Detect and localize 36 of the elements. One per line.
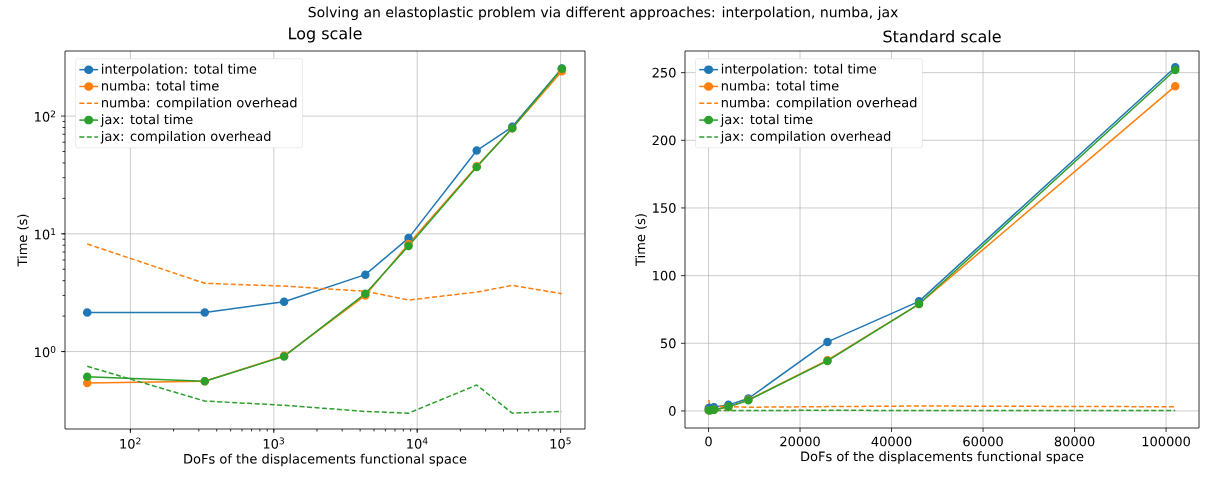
legend-label: numba: total time bbox=[101, 80, 219, 91]
chart-title: Log scale bbox=[289, 27, 362, 43]
y-tick-label: 10$^{0}$ bbox=[35, 345, 56, 358]
x-tick-label: 40000 bbox=[871, 436, 912, 447]
legend-label: numba: compilation overhead bbox=[721, 97, 917, 110]
x-tick-label: 10$^{4}$ bbox=[407, 437, 428, 449]
x-axis-title: DoFs of the displacements functional space bbox=[184, 453, 467, 467]
y-tick-label: 10$^{1}$ bbox=[35, 228, 56, 240]
x-tick-label: 10$^{2}$ bbox=[120, 437, 141, 449]
y-tick-label: 250 bbox=[652, 67, 676, 78]
legend-label: jax: compilation overhead bbox=[100, 131, 271, 144]
x-axis-title: DoFs of the displacements functional space bbox=[801, 451, 1084, 464]
x-tick-label: 100000 bbox=[1142, 436, 1191, 447]
x-tick-label: 10$^{5}$ bbox=[550, 437, 571, 449]
chart-title: Standard scale bbox=[883, 30, 1001, 43]
x-tick-label: 20000 bbox=[780, 436, 820, 447]
y-tick-label: 150 bbox=[653, 203, 676, 213]
x-tick-label: 0 bbox=[705, 436, 712, 447]
legend-label: interpolation: total time bbox=[102, 63, 257, 77]
y-axis-title: Time (s) bbox=[17, 214, 29, 267]
y-tick-label: 200 bbox=[652, 135, 676, 146]
legend-label: interpolation: total time bbox=[721, 63, 877, 77]
legend-label: numba: total time bbox=[721, 80, 839, 91]
text: Solving an elastoplastic problem via different approaches: interpolation, numba, jax bbox=[308, 6, 898, 21]
legend-label: jax: total time bbox=[720, 114, 813, 127]
x-tick-label: 60000 bbox=[963, 436, 1003, 447]
y-axis-title: Time (s) bbox=[635, 214, 647, 266]
legend-label: jax: total time bbox=[100, 114, 193, 127]
y-tick-label: 100 bbox=[653, 270, 676, 281]
legend-label: jax: compilation overhead bbox=[720, 130, 891, 144]
y-tick-label: 50 bbox=[660, 338, 676, 349]
legend-label: numba: compilation overhead bbox=[101, 97, 297, 110]
y-tick-label: 10$^{2}$ bbox=[35, 110, 56, 122]
y-tick-label: 0 bbox=[669, 406, 676, 416]
x-tick-label: 10$^{3}$ bbox=[263, 437, 284, 449]
x-tick-label: 80000 bbox=[1054, 436, 1095, 447]
